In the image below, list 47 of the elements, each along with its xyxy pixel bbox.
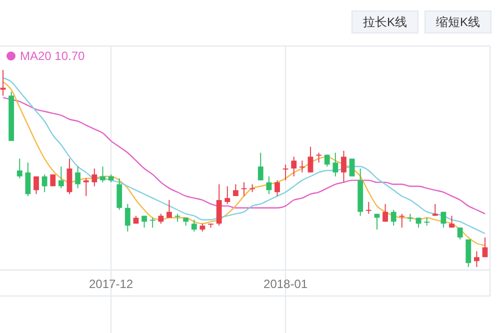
candlestick (474, 250, 480, 268)
candlestick (34, 176, 39, 195)
candlestick (291, 156, 297, 177)
candlestick (316, 152, 322, 164)
candlestick (332, 152, 338, 177)
candlestick (308, 146, 314, 173)
candlestick (374, 213, 380, 230)
button: 拉长K线 (352, 10, 418, 34)
candlestick (0, 70, 6, 96)
candlestick (75, 166, 80, 189)
candlestick (457, 227, 463, 240)
candlestick (100, 166, 106, 183)
x-tick-label: 2017-12 (89, 277, 134, 291)
candlestick (158, 213, 164, 224)
candlestick (216, 184, 222, 226)
candlestick (258, 152, 264, 181)
candlestick (224, 186, 230, 204)
candlestick (124, 203, 130, 232)
candlestick (466, 238, 472, 268)
candlestick (399, 213, 405, 228)
candlestick (324, 154, 330, 168)
candlestick (349, 158, 355, 177)
candlestick (150, 217, 156, 228)
candlestick (42, 174, 48, 193)
candlestick (66, 158, 72, 195)
candlestick (92, 168, 98, 187)
candlestick (282, 164, 288, 181)
candlestick (83, 178, 89, 197)
candlestick (299, 160, 305, 173)
x-tick-label: 2018-01 (264, 277, 308, 291)
candlestick (341, 150, 346, 183)
candlestick (16, 158, 22, 179)
candlestick (191, 219, 197, 232)
candlestick (432, 203, 438, 216)
candlestick (241, 182, 247, 197)
candlestick (440, 211, 446, 228)
candlestick (274, 180, 280, 197)
button: 缩短K线 (424, 10, 492, 34)
candlestick (166, 200, 172, 218)
candlestick (366, 201, 372, 214)
candlestick (25, 162, 31, 197)
legend-label: MA20 10.70 (20, 49, 86, 63)
candlestick (116, 178, 122, 210)
candlestick (390, 209, 396, 226)
candlestick (382, 203, 388, 222)
candlestick (266, 176, 272, 195)
candlestick (58, 166, 64, 189)
